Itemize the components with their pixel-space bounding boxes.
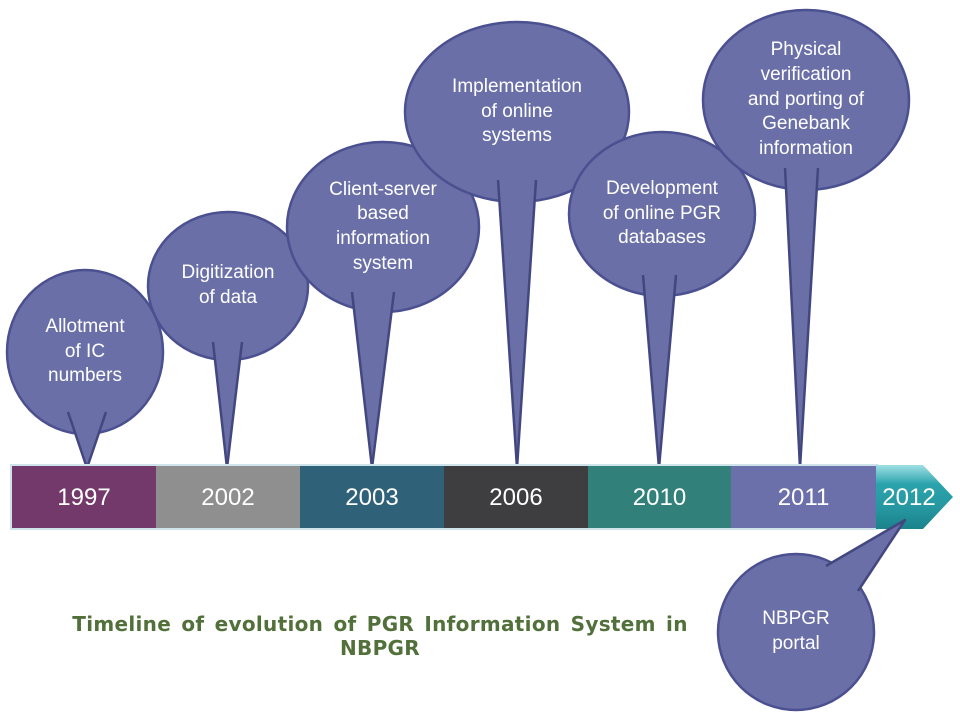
timeline-segment-2006 xyxy=(444,466,588,528)
timeline-bar xyxy=(10,464,953,530)
timeline-segment-2012-arrow xyxy=(876,465,953,529)
balloon-allotment-tail xyxy=(66,411,108,470)
timeline-segment-2002 xyxy=(156,466,300,528)
balloon-physical-verification-tail xyxy=(783,167,820,470)
balloon-client-server-tail xyxy=(350,291,396,470)
balloon-allotment xyxy=(5,268,165,436)
balloon-digitization xyxy=(146,210,310,362)
callout-balloons xyxy=(5,8,911,470)
balloon-nbpgr-portal xyxy=(716,552,876,712)
balloon-physical-verification xyxy=(701,8,911,192)
balloon-nbpgr-portal-tail xyxy=(825,518,907,592)
diagram-caption: Timeline of evolution of PGR Information… xyxy=(72,612,688,660)
balloon-digitization-tail xyxy=(211,341,244,470)
nbpgr-portal-callout xyxy=(716,518,907,712)
timeline-segment-1997 xyxy=(12,466,156,528)
timeline-segment-2010 xyxy=(588,466,731,528)
timeline-segment-2003 xyxy=(300,466,444,528)
timeline-segment-2011 xyxy=(731,466,876,528)
balloon-implementation-tail xyxy=(496,179,538,470)
balloon-development-tail xyxy=(641,274,678,470)
